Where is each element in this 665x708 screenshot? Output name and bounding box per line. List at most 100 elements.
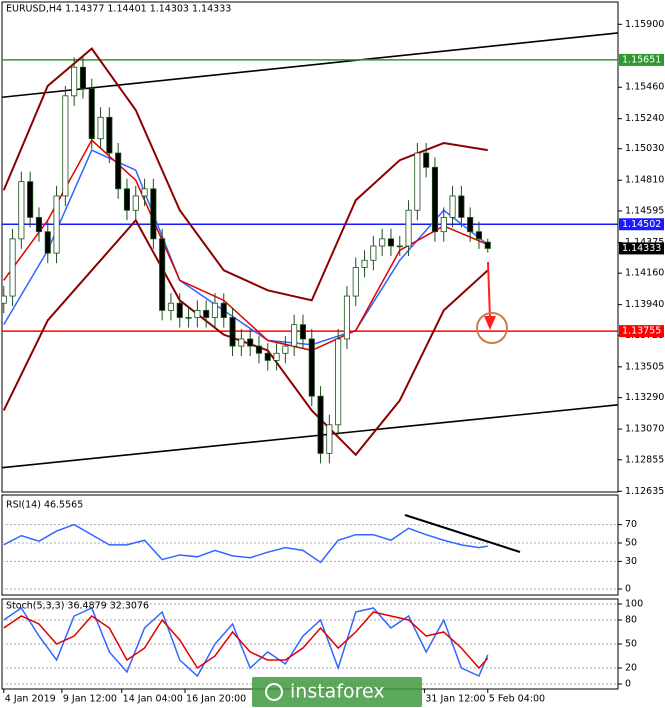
candle-body — [159, 238, 166, 311]
y-tick-label: 1.14810 — [625, 175, 664, 186]
candle-body — [203, 309, 210, 318]
y-tick-label: 0 — [625, 584, 631, 595]
candle-body — [141, 188, 148, 197]
x-tick-label: 16 Jan 20:00 — [186, 694, 246, 705]
candle-body — [343, 295, 351, 340]
rsi-frame — [1, 494, 619, 596]
y-tick-label: 0 — [625, 679, 631, 690]
candle-body — [255, 345, 263, 354]
candle-body — [88, 88, 95, 140]
channel-line — [2, 403, 618, 469]
annotations — [404, 261, 521, 553]
candle-body — [449, 195, 456, 218]
y-tick-label: 20 — [625, 663, 637, 674]
candle-body — [123, 188, 130, 211]
candle-body — [335, 338, 342, 426]
candle-body — [79, 66, 86, 90]
candle-body — [62, 95, 69, 197]
candle-body — [238, 338, 245, 347]
candle-body — [326, 424, 333, 454]
candle-body — [370, 245, 377, 261]
y-tick-label: 100 — [625, 599, 643, 610]
candle-body — [379, 238, 386, 247]
y-tick-label: 1.14375 — [625, 237, 664, 248]
y-tick-label: 1.15900 — [625, 19, 664, 30]
arrow-head — [484, 316, 496, 330]
candle-body — [308, 338, 315, 397]
x-tick-label: 31 Jan 12:00 — [425, 694, 485, 705]
x-tick-label: 14 Jan 04:00 — [123, 694, 183, 705]
candle-body — [2, 295, 7, 304]
channel-line — [2, 32, 618, 99]
rsi-plot — [2, 523, 618, 590]
candle-body — [211, 302, 219, 318]
candle-body — [467, 216, 474, 233]
y-tick-label: 80 — [625, 615, 637, 626]
candle-body — [185, 317, 192, 319]
candle-body — [150, 188, 157, 240]
price-label-box — [619, 53, 664, 66]
price-label: 1.14333 — [622, 243, 661, 254]
forecast-arrow — [487, 261, 491, 319]
indicator-title: RSI(14) 46.5565 — [6, 500, 83, 511]
candle-body — [414, 152, 421, 211]
candle-body — [387, 238, 395, 247]
candle-body — [273, 352, 280, 361]
y-tick-label: 50 — [625, 538, 637, 549]
candle-body — [115, 152, 122, 190]
indicator-line — [3, 611, 489, 670]
indicator-title: Stoch(5,3,3) 36.4879 32.3076 — [6, 601, 149, 612]
axes: 1.15900 1.15460 1.15240 1.15030 1.14810 1.145… — [3, 19, 664, 705]
x-tick-label: 4 Jan 2019 — [5, 694, 56, 705]
candle-body — [229, 317, 236, 347]
price-label-box — [619, 242, 664, 255]
chart-title: EURUSD,H4 1.14377 1.14401 1.14303 1.1433… — [6, 4, 231, 15]
watermark-logo — [265, 683, 283, 701]
price-label: 1.13755 — [622, 326, 661, 337]
watermark-text: instaforex — [290, 681, 385, 703]
target-circle — [476, 312, 508, 344]
y-tick-label: 1.12635 — [625, 486, 664, 497]
y-tick-label: 50 — [625, 639, 637, 650]
y-tick-label: 1.13290 — [625, 392, 664, 403]
candle-body — [97, 116, 104, 140]
candle-body — [176, 302, 183, 318]
y-tick-label: 1.13070 — [625, 424, 664, 435]
candle-body — [167, 302, 175, 311]
candle-body — [35, 216, 42, 233]
y-tick-label: 1.15460 — [625, 82, 664, 93]
candle-body — [106, 116, 113, 154]
y-tick-label: 1.14160 — [625, 268, 664, 279]
candle-body — [475, 231, 483, 240]
x-tick-label: 9 Jan 12:00 — [63, 694, 117, 705]
candle-body — [194, 309, 201, 318]
overlay-line — [2, 47, 488, 302]
y-tick-label: 30 — [625, 556, 637, 567]
candle-body — [9, 238, 16, 297]
indicator-line — [3, 523, 488, 564]
y-tick-label: 1.14595 — [625, 205, 664, 216]
candle-body — [484, 241, 491, 249]
y-tick-label: 70 — [625, 519, 637, 530]
main-frame — [1, 1, 619, 493]
watermark-box — [252, 677, 422, 707]
rsi-trendline — [404, 514, 521, 553]
y-tick-label: 1.13940 — [625, 299, 664, 310]
price-label: 1.14502 — [622, 219, 661, 230]
candle-body — [423, 152, 430, 168]
candle-body — [132, 195, 139, 211]
y-tick-label: 1.15240 — [625, 113, 664, 124]
main-plot — [2, 32, 618, 469]
candle-body — [291, 324, 298, 347]
overlay-line — [3, 149, 489, 346]
candle-body — [18, 181, 25, 240]
indicator-line — [3, 606, 489, 678]
candle-body — [53, 195, 60, 254]
price-label-box — [619, 218, 664, 231]
candle-body — [247, 338, 254, 347]
candle-body — [264, 352, 271, 361]
candle-body — [361, 259, 368, 268]
price-label: 1.15651 — [622, 54, 661, 65]
y-tick-label: 1.12855 — [625, 454, 664, 465]
